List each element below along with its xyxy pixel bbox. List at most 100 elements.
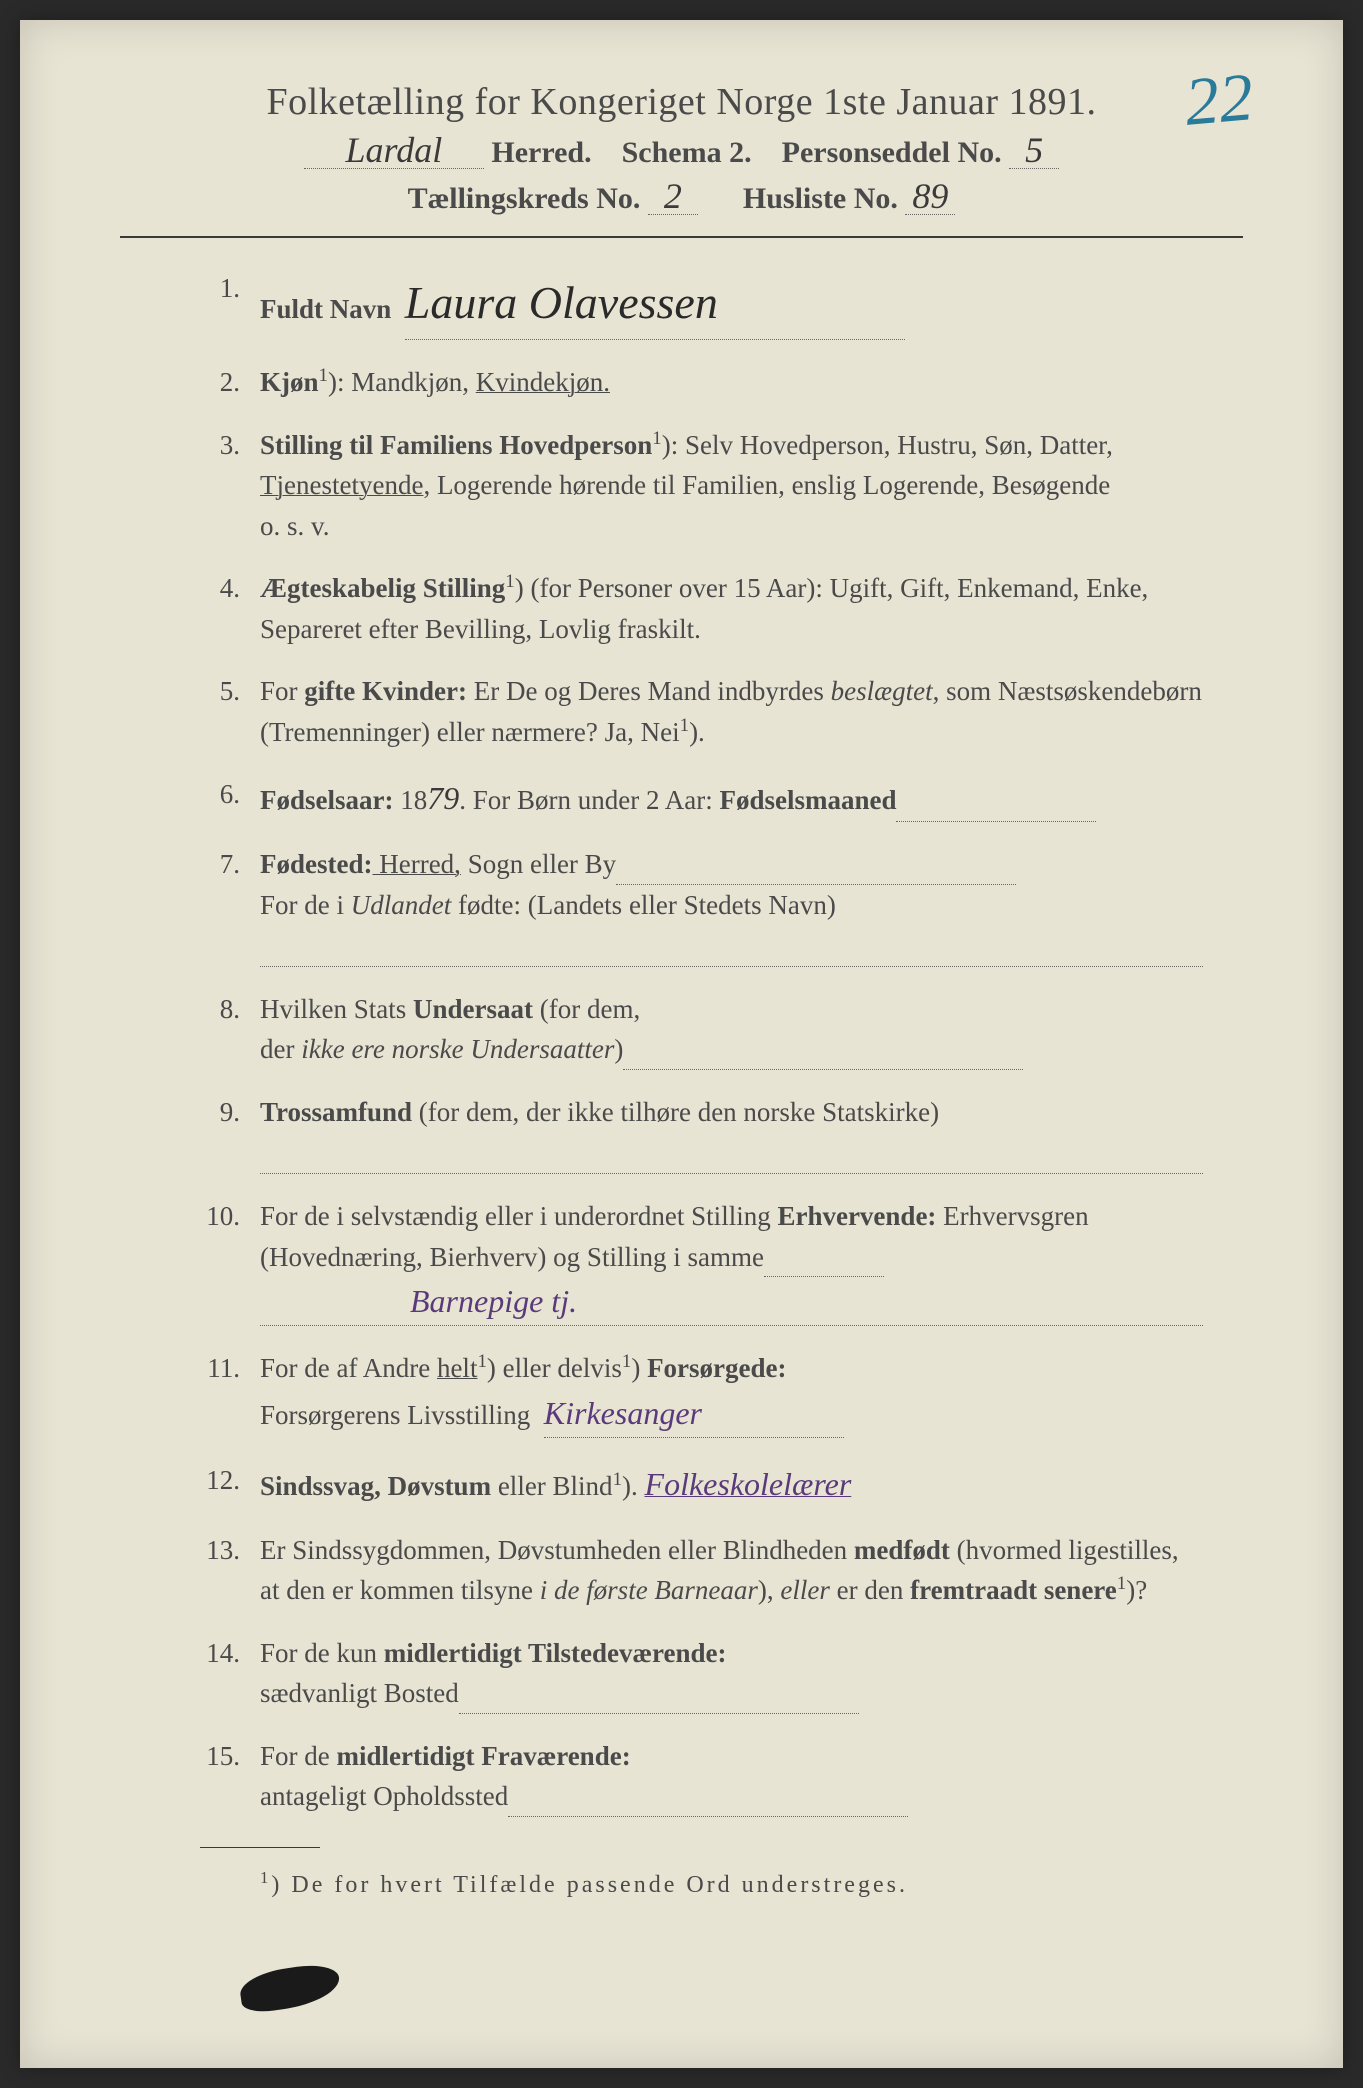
field-label: Trossamfund [260,1097,412,1127]
row-8-citizenship: 8. Hvilken Stats Undersaat (for dem, der… [200,989,1203,1070]
italic-text: i de første Barneaar [540,1575,758,1605]
full-name-value: Laura Olavessen [405,268,905,340]
row-number: 5. [200,671,260,752]
year-prefix: 18 [393,785,427,815]
row-7-birthplace: 7. Fødested: Herred, Sogn eller By For d… [200,844,1203,967]
blank-field [764,1245,884,1277]
sub-line: antageligt Opholdssted [260,1776,1203,1817]
footnote-ref: 1 [319,365,328,386]
row-13-disability-onset: 13. Er Sindssygdommen, Døvstumheden elle… [200,1530,1203,1611]
occupation-value-line: Barnepige tj. [260,1277,1203,1326]
row-15-temporary-absent: 15. For de midlertidigt Fraværende: anta… [200,1736,1203,1817]
field-label: Erhvervende: [777,1201,936,1231]
husliste-value: 89 [905,178,955,215]
field-text: (for dem, der ikke tilhøre den norske St… [412,1097,939,1127]
field-text: For [260,676,304,706]
row-5-married-women: 5. For gifte Kvinder: Er De og Deres Man… [200,671,1203,752]
field-label: midlertidigt Fraværende: [337,1741,631,1771]
occupation-value: Barnepige tj. [410,1283,577,1319]
row-number: 13. [200,1530,260,1611]
schema-label: Schema 2. [622,136,752,169]
field-text: Sogn eller By [461,849,616,879]
footnote-divider [200,1847,320,1848]
row-11-supported: 11. For de af Andre helt1) eller delvis1… [200,1348,1203,1438]
row-number: 6. [200,774,260,822]
italic-text: eller [780,1575,829,1605]
husliste-label: Husliste No. [743,182,898,215]
sub-line: der ikke ere norske Undersaatter) [260,1029,1203,1070]
row-number: 15. [200,1736,260,1817]
selected-option: Tjenestetyende [260,470,423,500]
field-text: er den [830,1575,910,1605]
footnote: 1) De for hvert Tilfælde passende Ord un… [120,1868,1243,1899]
footnote-ref: 1 [477,1351,486,1372]
row-3-position: 3. Stilling til Familiens Hovedperson1):… [200,425,1203,547]
footnote-marker: 1 [260,1868,271,1887]
field-label: Forsørgede: [647,1353,786,1383]
field-text: ): Selv Hovedperson, Hustru, Søn, Datter… [662,430,1113,460]
footnote-text: ) De for hvert Tilfælde passende Ord und… [271,1872,908,1898]
italic-text: ikke ere norske Undersaatter [301,1034,614,1064]
row-9-religion: 9. Trossamfund (for dem, der ikke tilhør… [200,1092,1203,1174]
footnote-ref: 1 [505,571,514,592]
row-number: 7. [200,844,260,967]
field-label: medfødt [854,1535,950,1565]
row-number: 9. [200,1092,260,1174]
ink-blot-icon [238,1961,343,2015]
field-text: ) [614,1034,623,1064]
page-corner-number: 22 [1182,57,1257,142]
row-6-birthyear: 6. Fødselsaar: 1879. For Børn under 2 Aa… [200,774,1203,822]
field-text: )? [1126,1575,1147,1605]
field-label: Ægteskabelig Stilling [260,573,505,603]
field-text: antageligt Opholdssted [260,1781,508,1811]
kreds-value: 2 [648,178,698,215]
field-label: Undersaat [413,994,533,1024]
italic-text: Udlandet [351,890,452,920]
field-text: For de i selvstændig eller i underordnet… [260,1201,777,1231]
field-label: Kjøn [260,367,319,397]
row-number: 10. [200,1196,260,1326]
blank-line [260,1136,1203,1174]
field-text: der [260,1034,301,1064]
field-text-etc: o. s. v. [260,506,1203,547]
header-line-2: Lardal Herred. Schema 2. Personseddel No… [120,132,1243,170]
field-label: midlertidigt Tilstedeværende: [384,1638,727,1668]
field-text: eller Blind [491,1471,612,1501]
field-text: Forsørgerens Livsstilling [260,1400,530,1430]
row-12-disability: 12. Sindssvag, Døvstum eller Blind1). Fo… [200,1460,1203,1508]
field-text: For de af Andre [260,1353,437,1383]
field-text: ) [631,1353,647,1383]
field-label: Stilling til Familiens Hovedperson [260,430,652,460]
sub-line: Forsørgerens Livsstilling Kirkesanger [260,1389,1203,1438]
field-text: Er De og Deres Mand indbyrdes [467,676,831,706]
field-text: ), [758,1575,781,1605]
field-text: fødte: (Landets eller Stedets Navn) [451,890,836,920]
sub-line: sædvanligt Bosted [260,1673,1203,1714]
blank-field [459,1681,859,1713]
selected-option: Kvindekjøn. [476,367,610,397]
row-number: 1. [200,268,260,340]
header-divider [120,236,1243,238]
field-text: Er Sindssygdommen, Døvstumheden eller Bl… [260,1535,854,1565]
header-line-3: Tællingskreds No. 2 Husliste No. 89 [120,178,1243,216]
herred-value: Lardal [304,132,484,169]
field-text: For de i [260,890,351,920]
field-text: (for dem, [533,994,640,1024]
row-number: 8. [200,989,260,1070]
row-number: 12. [200,1460,260,1508]
field-text: sædvanligt Bosted [260,1678,459,1708]
row-4-marital: 4. Ægteskabelig Stilling1) (for Personer… [200,568,1203,649]
blank-field [623,1037,1023,1069]
row-number: 3. [200,425,260,547]
form-header: Folketælling for Kongeriget Norge 1ste J… [120,80,1243,216]
footnote-ref: 1 [613,1469,622,1490]
field-text: ). [622,1471,645,1501]
row-number: 2. [200,362,260,403]
selected-option: Herred, [372,849,460,879]
row-number: 4. [200,568,260,649]
disability-note-value: Folkeskolelærer [645,1466,852,1502]
field-text: . For Børn under 2 Aar: [459,785,719,815]
field-label: Fødested: [260,849,372,879]
row-10-occupation: 10. For de i selvstændig eller i underor… [200,1196,1203,1326]
blank-field [616,852,1016,884]
